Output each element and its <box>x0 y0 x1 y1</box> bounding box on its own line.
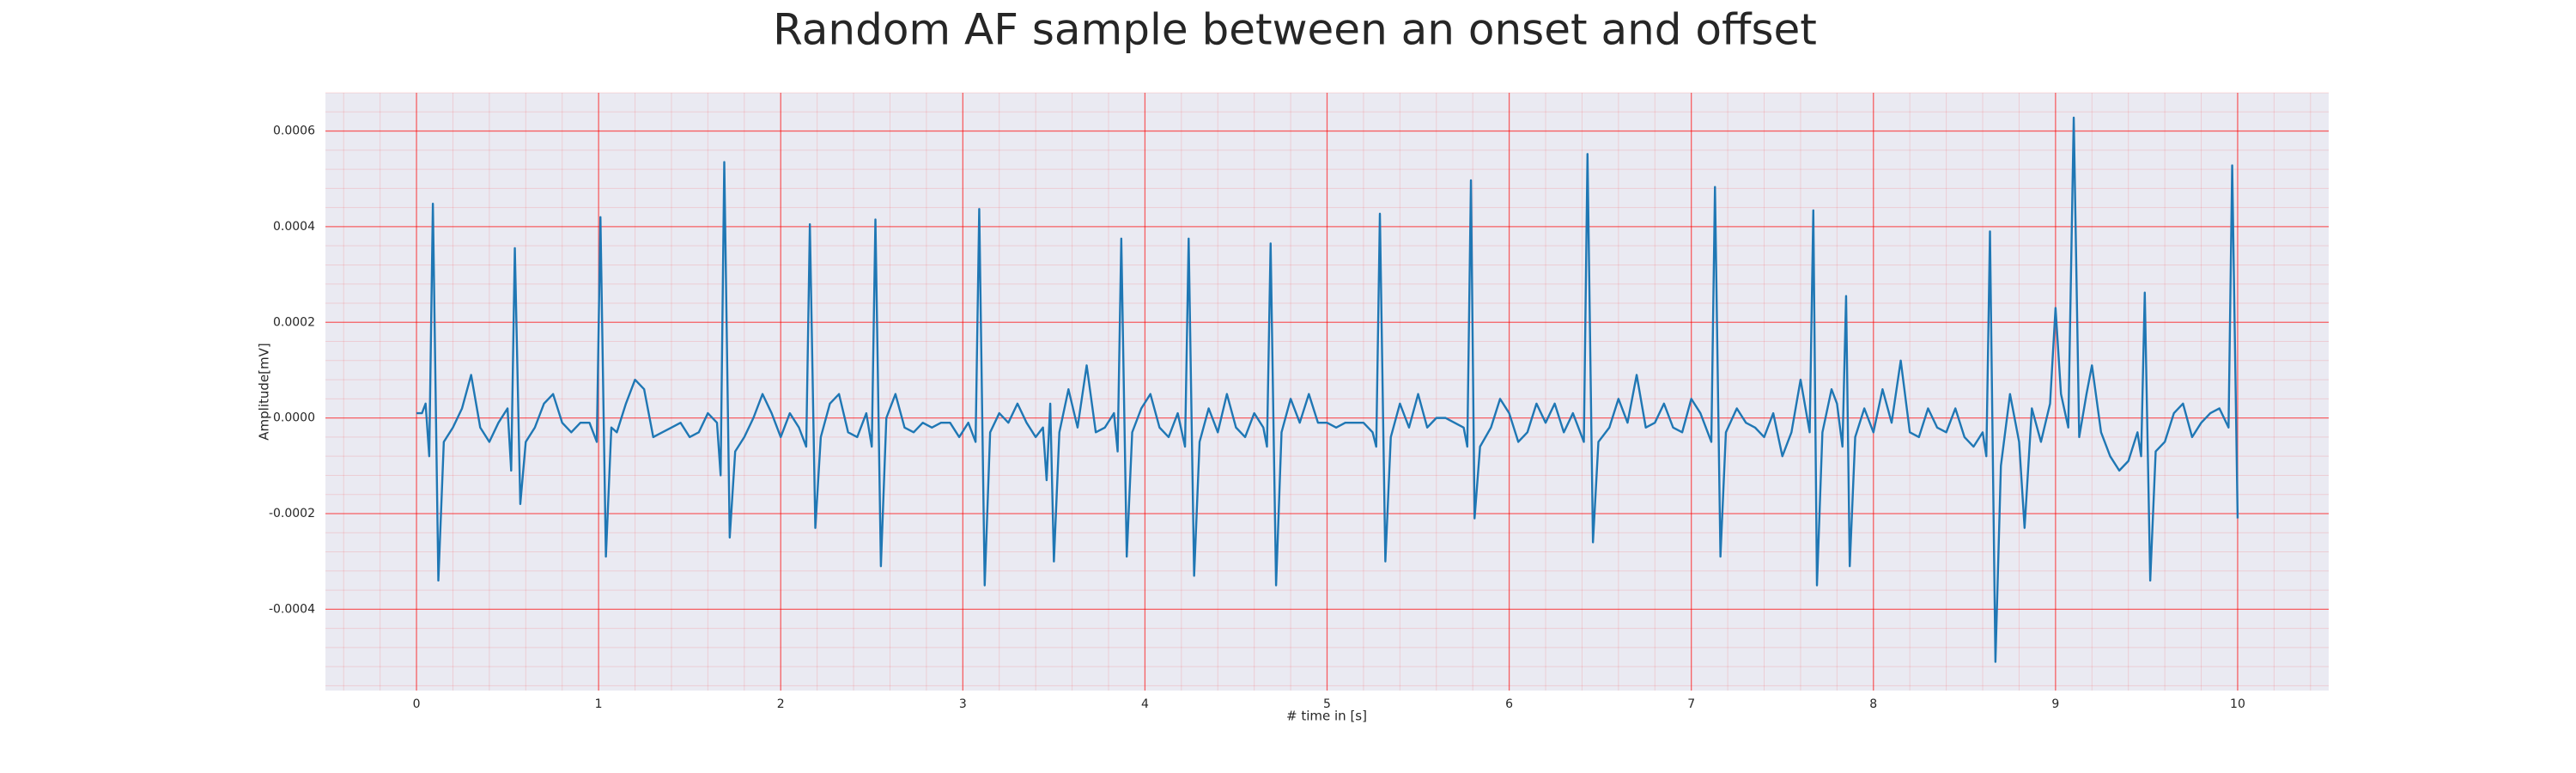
x-axis-label: # time in [s] <box>1286 709 1367 724</box>
grid <box>325 92 2329 691</box>
x-tick-label: 5 <box>1323 697 1331 711</box>
signal-line <box>416 116 2239 663</box>
y-tick-label: 0.0002 <box>273 315 315 329</box>
x-tick-label: 6 <box>1505 697 1513 711</box>
y-tick-label: 0.0004 <box>273 220 315 234</box>
y-tick-label: 0.0000 <box>273 411 315 425</box>
x-tick-label: 0 <box>413 697 421 711</box>
x-tick-label: 3 <box>959 697 967 711</box>
x-tick-label: 9 <box>2051 697 2059 711</box>
x-tick-label: 8 <box>1869 697 1877 711</box>
x-tick-label: 7 <box>1687 697 1695 711</box>
y-tick-label: 0.0006 <box>273 125 315 138</box>
y-axis-label: Amplitude[mV] <box>257 343 272 440</box>
chart-title: Random AF sample between an onset and of… <box>773 5 1817 55</box>
x-tick-label: 1 <box>595 697 603 711</box>
x-tick-label: 4 <box>1141 697 1149 711</box>
x-tick-label: 10 <box>2230 697 2245 711</box>
y-tick-label: -0.0002 <box>269 507 315 520</box>
y-tick-label: -0.0004 <box>269 602 315 616</box>
x-tick-label: 2 <box>777 697 785 711</box>
